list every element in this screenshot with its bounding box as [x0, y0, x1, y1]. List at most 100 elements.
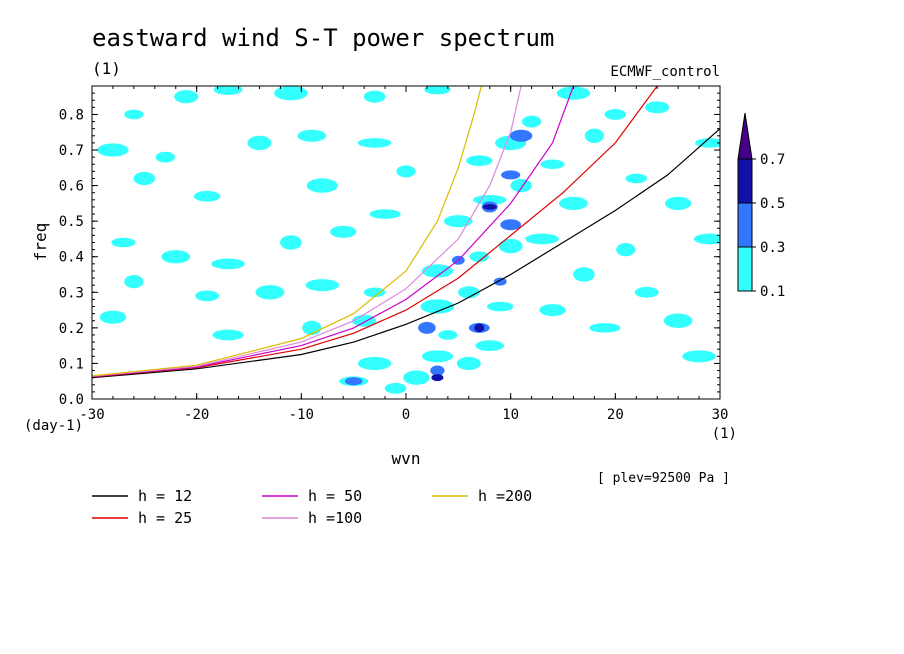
- dispersion-curves: [92, 86, 720, 379]
- contour-patch: [274, 86, 308, 101]
- contour-patch: [155, 151, 175, 163]
- contour-patch: [584, 128, 605, 143]
- contour-patch: [213, 86, 243, 95]
- contour-patch: [573, 267, 595, 282]
- contour-patch: [522, 115, 542, 128]
- colorbar: 0.1 0.3 0.5 0.7: [737, 112, 785, 300]
- contour-patch: [634, 286, 659, 298]
- contour-patch: [357, 356, 392, 371]
- contour-patch: [493, 277, 507, 286]
- contour-patch: [363, 287, 386, 298]
- dispersion-curve: [92, 86, 522, 377]
- contour-patch: [693, 233, 720, 245]
- dispersion-curve: [92, 86, 482, 377]
- colorbar-label: 0.3: [760, 240, 785, 256]
- contour-patch: [487, 301, 514, 312]
- contour-patch: [510, 178, 532, 193]
- y-tick-label: 0.3: [59, 285, 84, 301]
- contour-patch: [174, 90, 199, 104]
- contour-patch: [133, 171, 156, 186]
- contour-patch: [509, 129, 533, 142]
- contour-patch: [344, 377, 363, 386]
- contour-patch: [500, 219, 522, 231]
- x-tick-label: -30: [79, 407, 104, 423]
- contour-patch: [472, 195, 507, 205]
- contour-patch: [396, 165, 416, 178]
- contour-patches: [97, 86, 720, 394]
- contour-patch: [625, 173, 648, 184]
- contour-patch: [363, 90, 386, 103]
- x-axis: -30 -20 -10 0 10 20 30: [79, 86, 728, 423]
- y-tick-label: 0.4: [59, 250, 84, 266]
- contour-patch: [280, 235, 302, 250]
- y-axis: 0.0 0.1 0.2 0.3 0.4 0.5 0.6 0.7 0.8: [59, 85, 720, 408]
- x-tick-label: 0: [402, 407, 410, 423]
- contour-patch: [306, 178, 338, 193]
- contour-patch: [540, 159, 565, 170]
- contour-patch: [645, 101, 670, 114]
- contour-patch: [403, 370, 430, 385]
- contour-patch: [111, 237, 136, 248]
- contour-patch: [431, 374, 444, 382]
- legend-label: h =100: [308, 509, 362, 527]
- legend-label: h = 50: [308, 487, 362, 505]
- contour-patch: [604, 109, 627, 120]
- x-axis-units: (1): [712, 426, 737, 442]
- level-note: [ plev=92500 Pa ]: [597, 471, 730, 486]
- colorbar-label: 0.1: [760, 284, 785, 300]
- contour-patch: [420, 299, 455, 314]
- dispersion-curve: [92, 128, 720, 379]
- contour-patch: [682, 350, 716, 363]
- y-tick-label: 0.2: [59, 321, 84, 337]
- contour-patch: [663, 313, 693, 328]
- x-tick-label: -10: [289, 407, 314, 423]
- y-tick-label: 0.6: [59, 179, 84, 195]
- legend-label: h = 25: [138, 509, 192, 527]
- contour-patch: [161, 250, 191, 264]
- contour-patch: [357, 138, 392, 148]
- contour-patch: [212, 329, 244, 341]
- x-tick-label: -20: [184, 407, 209, 423]
- contour-patch: [616, 243, 636, 257]
- contour-patch: [498, 238, 523, 254]
- y-axis-units: (day-1): [24, 418, 83, 434]
- y-tick-label: 0.0: [59, 392, 84, 408]
- x-axis-label: wvn: [392, 449, 421, 468]
- contour-patch: [456, 356, 481, 371]
- contour-patch: [330, 225, 357, 238]
- contour-patch: [525, 233, 559, 245]
- chart-subtitle: ECMWF_control: [610, 64, 720, 80]
- contour-patch: [469, 251, 489, 263]
- y-tick-label: 0.5: [59, 214, 84, 230]
- y-tick-label: 0.8: [59, 107, 84, 123]
- contour-patch: [247, 135, 272, 151]
- colorbar-arrow: [737, 112, 753, 160]
- x-tick-label: 10: [502, 407, 519, 423]
- contour-patch: [501, 170, 521, 180]
- legend-label: h =200: [478, 487, 532, 505]
- dispersion-curve: [92, 86, 658, 378]
- contour-patch: [124, 109, 144, 120]
- legend: h = 12 h = 25 h = 50 h =100 h =200: [92, 487, 532, 527]
- contour-patch: [421, 350, 453, 363]
- contour-patch: [474, 323, 485, 333]
- contour-patch: [305, 279, 340, 292]
- y-tick-label: 0.1: [59, 356, 84, 372]
- plot-frame: [91, 85, 721, 400]
- x-tick-label: 30: [712, 407, 729, 423]
- legend-label: h = 12: [138, 487, 192, 505]
- contour-patch: [589, 323, 621, 333]
- contour-patch: [556, 86, 591, 100]
- contour-patch: [458, 286, 480, 299]
- contour-patch: [255, 285, 285, 300]
- colorbar-label: 0.5: [760, 196, 785, 212]
- contour-patch: [193, 190, 221, 202]
- contour-patch: [559, 196, 588, 210]
- title-group: eastward wind S-T power spectrum (1) ECM…: [92, 24, 720, 80]
- contour-patch: [97, 143, 129, 157]
- colorbar-segment: [737, 158, 753, 204]
- y-axis-label: freq: [31, 223, 50, 262]
- colorbar-segment: [737, 246, 753, 292]
- contour-patch: [384, 382, 407, 394]
